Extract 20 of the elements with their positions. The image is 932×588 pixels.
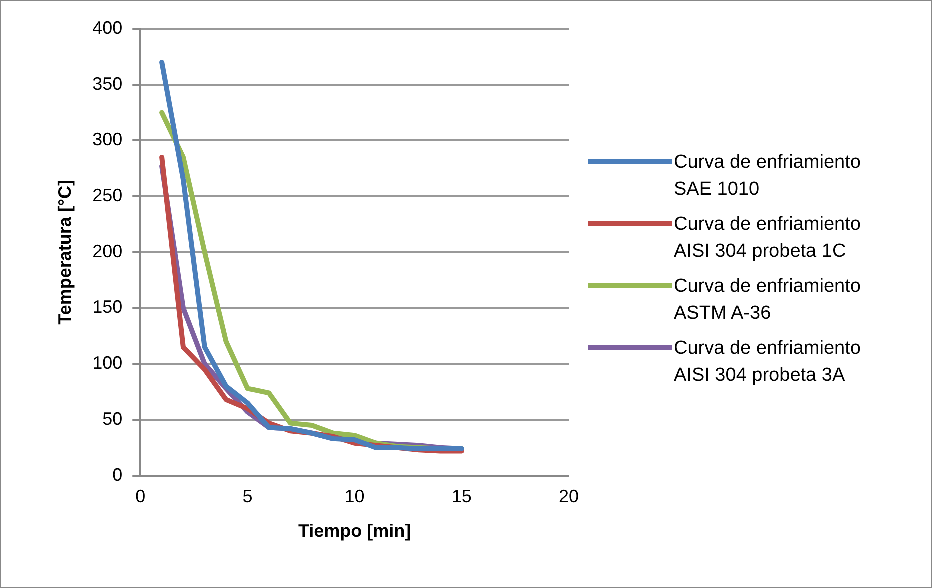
y-tick-label: 250 <box>92 186 123 206</box>
x-axis-title: Tiempo [min] <box>298 521 412 542</box>
y-axis-title: Temperatura [°C] <box>54 180 75 325</box>
y-tick-label: 300 <box>92 130 123 150</box>
x-tick-label: 20 <box>558 486 580 507</box>
y-tick-label: 200 <box>92 241 123 262</box>
y-tick-label: 400 <box>92 18 123 38</box>
x-tick-label: 0 <box>136 486 146 507</box>
x-tick-label: 10 <box>344 486 365 507</box>
legend-label: Curva de enfriamiento SAE 1010 <box>674 151 862 202</box>
y-tick-label: 350 <box>92 74 123 94</box>
x-tick-label: 5 <box>242 486 253 507</box>
y-tick-label: 150 <box>92 297 123 318</box>
legend-label: Curva de enfriamiento AISI 304 probeta 3A <box>674 337 862 388</box>
y-tick-label: 50 <box>102 408 123 429</box>
y-tick-label: 100 <box>92 353 123 374</box>
x-tick-label: 15 <box>452 486 472 507</box>
legend-label: Curva de enfriamiento ASTM A-36 <box>674 275 862 326</box>
legend-label: Curva de enfriamiento AISI 304 probeta 1C <box>674 213 862 264</box>
y-tick-label: 0 <box>112 464 123 485</box>
